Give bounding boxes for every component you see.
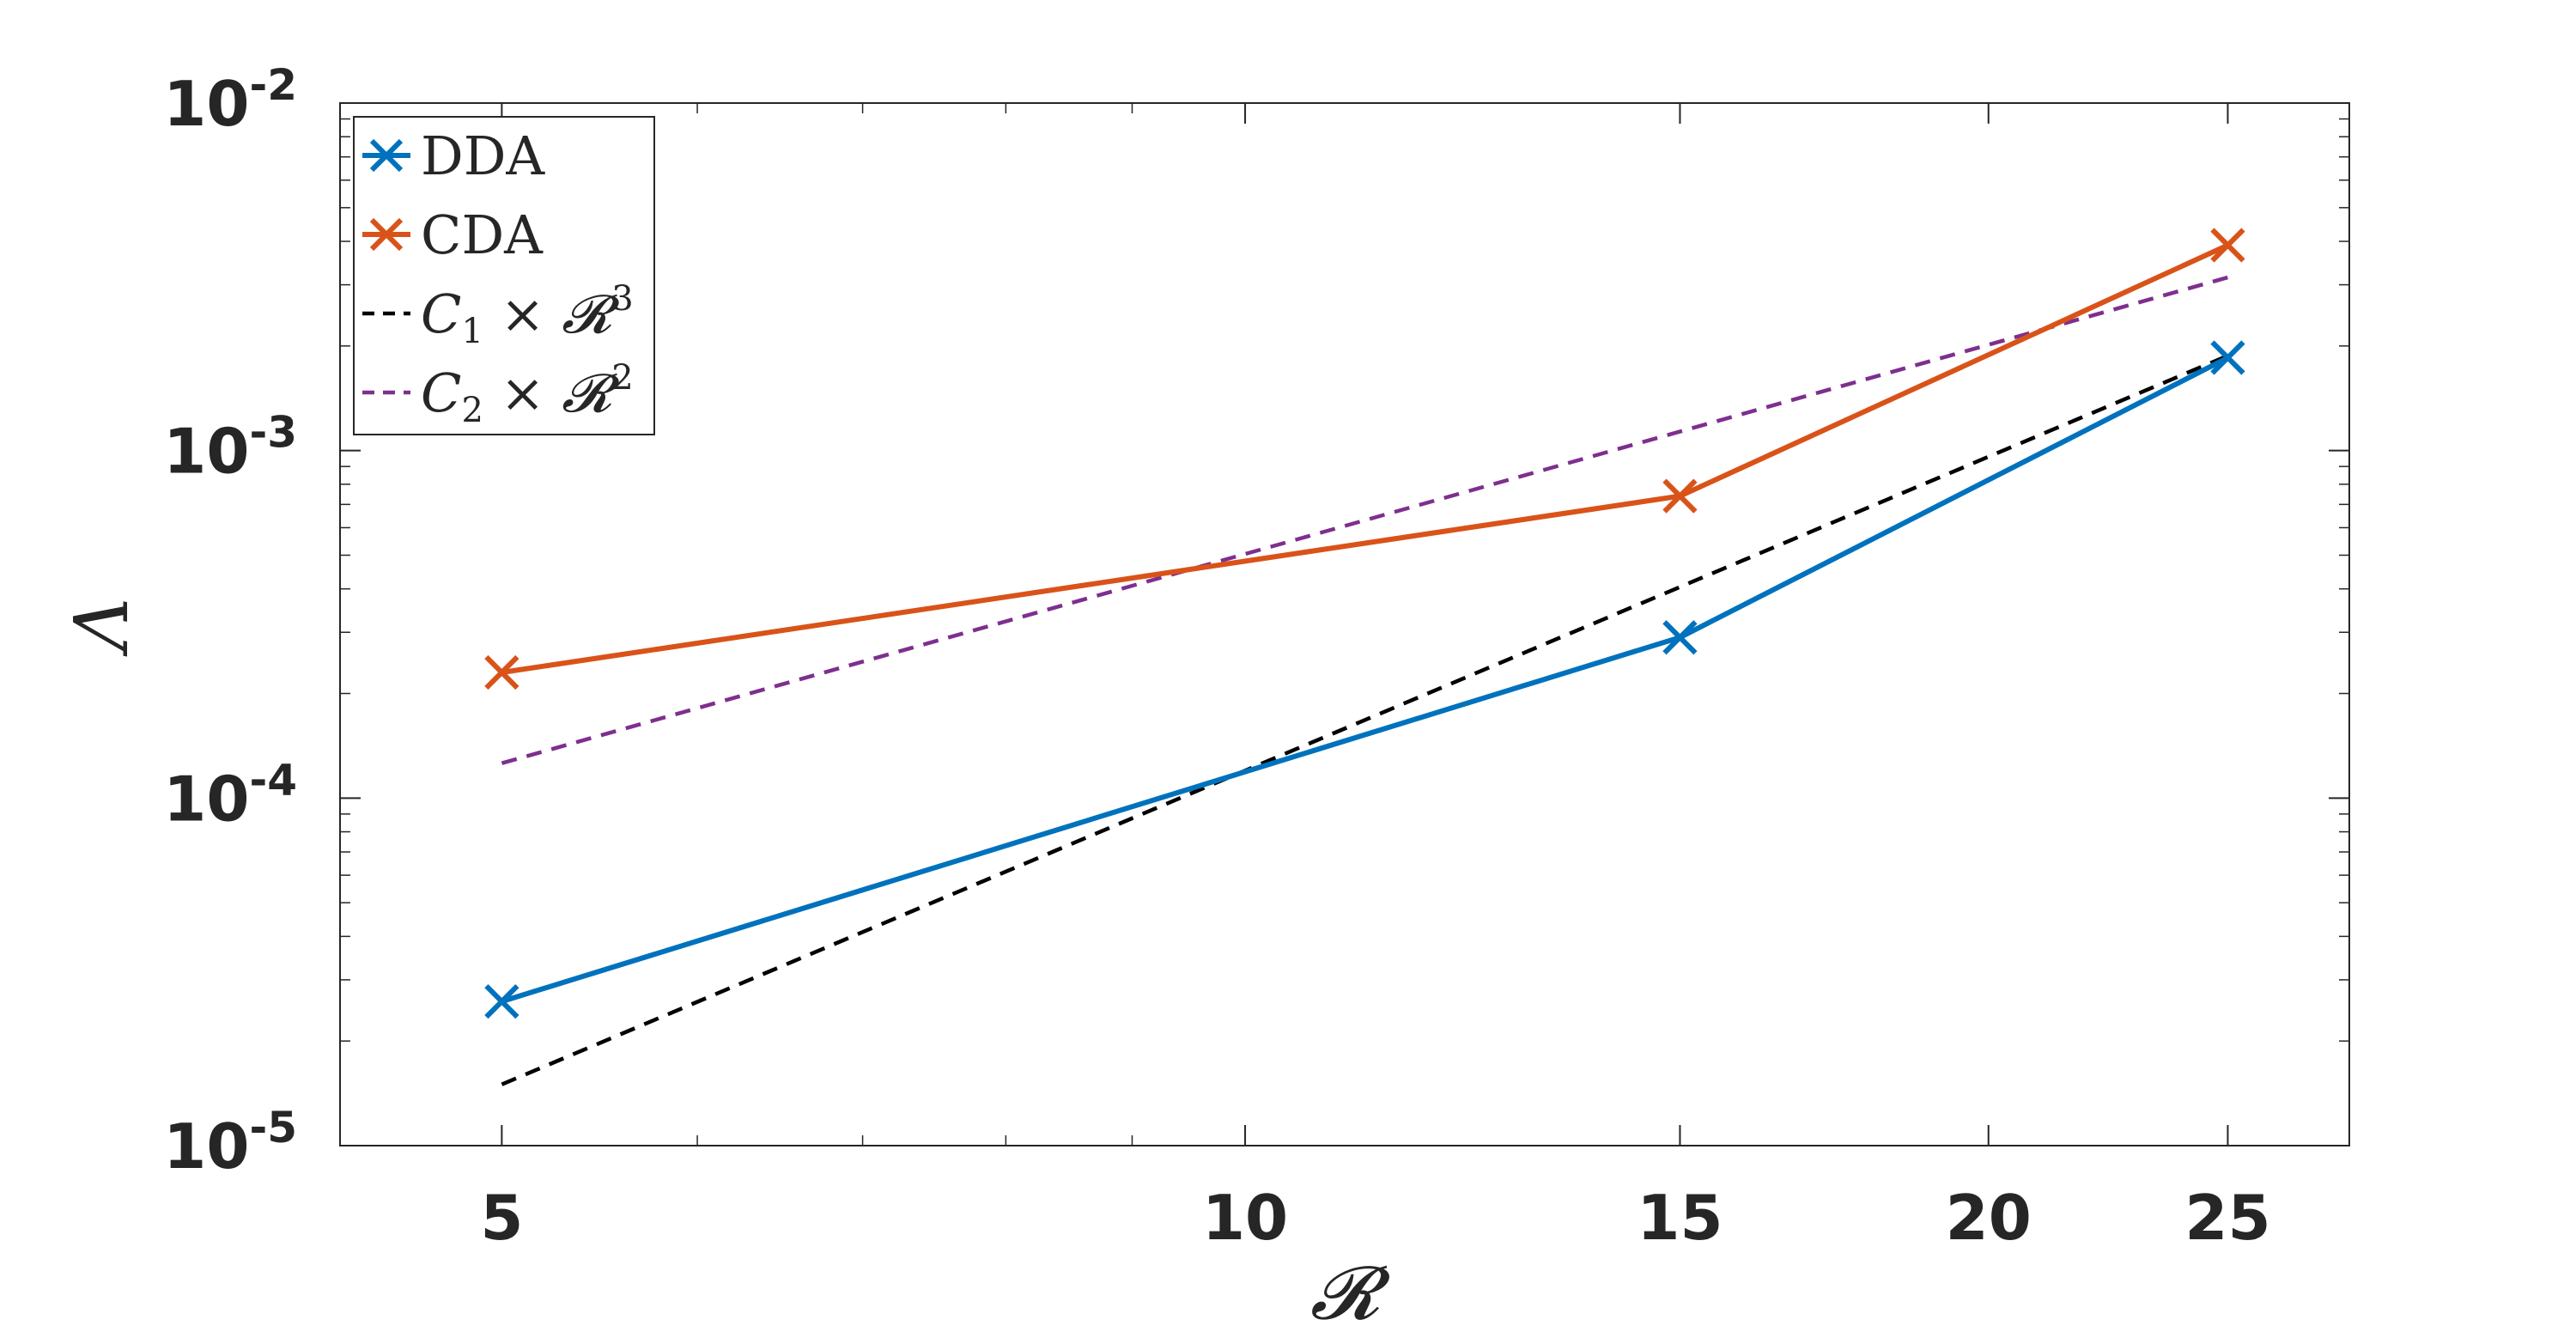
- marker-stroke: [1662, 478, 1698, 514]
- data-point-cda: [2210, 228, 2245, 263]
- x-tick-labels: 5 10 15 20 25: [480, 1182, 2270, 1254]
- x-tick-label: 15: [1637, 1182, 1722, 1254]
- legend-box: [353, 116, 655, 435]
- marker-stroke: [484, 983, 519, 1019]
- x-tick-label: 20: [1946, 1182, 2032, 1254]
- legend-item-3: C1 × 𝓡3: [362, 279, 634, 351]
- data-point-dda: [2210, 340, 2245, 375]
- legend-item-4: C2 × 𝓡2: [362, 358, 634, 430]
- legend-marker: [369, 138, 404, 173]
- x-tick-label: 25: [2184, 1182, 2270, 1254]
- y-axis-title: Λ: [59, 598, 145, 657]
- x-tick-label: 5: [480, 1182, 523, 1254]
- marker-stroke: [2210, 228, 2245, 263]
- data-point-dda: [1662, 620, 1698, 655]
- legend-marker: [369, 217, 404, 252]
- plot-area: [339, 102, 2350, 1146]
- legend-label: C2 × 𝓡2: [421, 358, 634, 430]
- y-tick-labels: 10-5 10-4 10-3 10-2: [163, 60, 297, 1183]
- marker-stroke: [1662, 620, 1698, 655]
- legend-label: C1 × 𝓡3: [421, 279, 634, 351]
- x-tick-label: 10: [1202, 1182, 1288, 1254]
- major-ticks: [340, 102, 2349, 1146]
- legend-item-2: CDA: [362, 204, 544, 266]
- y-tick-label: 10-4: [163, 755, 297, 835]
- y-tick-label: 10-3: [163, 408, 297, 488]
- data-point-dda: [484, 983, 519, 1019]
- legend-item-1: DDA: [362, 125, 545, 187]
- y-tick-label: 10-5: [163, 1103, 297, 1183]
- series-line-c2-r-2: [501, 275, 2229, 765]
- y-tick-label: 10-2: [163, 60, 297, 140]
- series-layer: [484, 228, 2245, 1086]
- x-axis-title: 𝓡: [1310, 1250, 1391, 1336]
- marker-stroke: [2210, 340, 2245, 375]
- data-point-cda: [1662, 478, 1698, 514]
- data-point-cda: [484, 654, 519, 690]
- minor-ticks: [340, 103, 2349, 1146]
- legend-label: CDA: [421, 204, 544, 266]
- series-line-c1-r-3: [501, 354, 2229, 1086]
- legend-label: DDA: [421, 125, 545, 187]
- marker-stroke: [484, 654, 519, 690]
